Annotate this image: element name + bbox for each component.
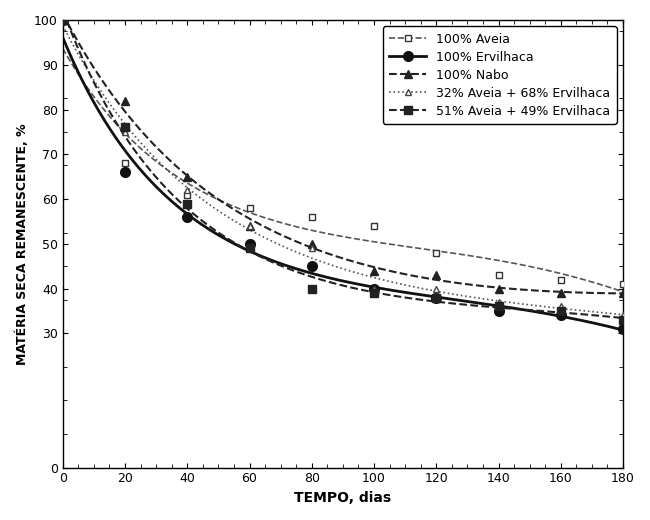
Legend: 100% Aveia, 100% Ervilhaca, 100% Nabo, 32% Aveia + 68% Ervilhaca, 51% Aveia + 49: 100% Aveia, 100% Ervilhaca, 100% Nabo, 3… xyxy=(383,26,617,124)
X-axis label: TEMPO, dias: TEMPO, dias xyxy=(294,491,391,505)
Y-axis label: MATÉRIA SECA REMANESCENTE, %: MATÉRIA SECA REMANESCENTE, % xyxy=(15,123,29,365)
